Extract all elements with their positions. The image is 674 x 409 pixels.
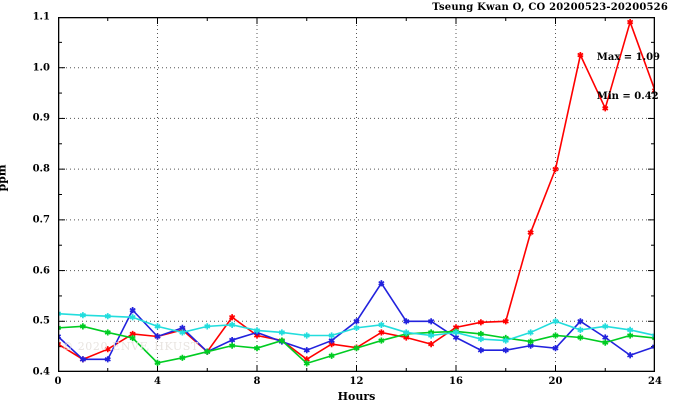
series-blue [58,280,655,363]
y-tick-label: 0.8 [32,163,50,175]
minmax-annotation: Max = 1.09 Min = 0.42 [597,25,660,129]
y-tick-label: 0.5 [32,315,50,327]
x-axis-label: Hours [337,390,376,403]
y-tick-label: 1.0 [32,62,50,74]
x-tick-label: 8 [253,376,261,387]
series-cyan [58,310,655,344]
y-tick-label: 0.6 [32,265,50,277]
x-tick-label: 4 [154,376,161,387]
x-tick-label: 20 [548,376,563,387]
min-annotation-label: Min = 0.42 [596,91,659,102]
y-tick-label: 0.9 [32,112,50,124]
series-red [58,18,655,363]
y-tick-label: 0.4 [32,366,50,378]
plot-canvas [58,17,655,372]
chart-title: Tseung Kwan O, CO 20200523-20200526 [432,2,668,13]
x-tick-label: 12 [349,376,364,387]
plot-area [58,17,655,372]
x-tick-label: 24 [648,376,662,387]
y-tick-label: 1.1 [32,11,50,23]
x-tick-label: 16 [449,376,463,387]
y-tick-label: 0.7 [32,214,50,226]
max-annotation-label: Max = 1.09 [596,52,660,63]
x-tick-label: 0 [54,376,62,387]
